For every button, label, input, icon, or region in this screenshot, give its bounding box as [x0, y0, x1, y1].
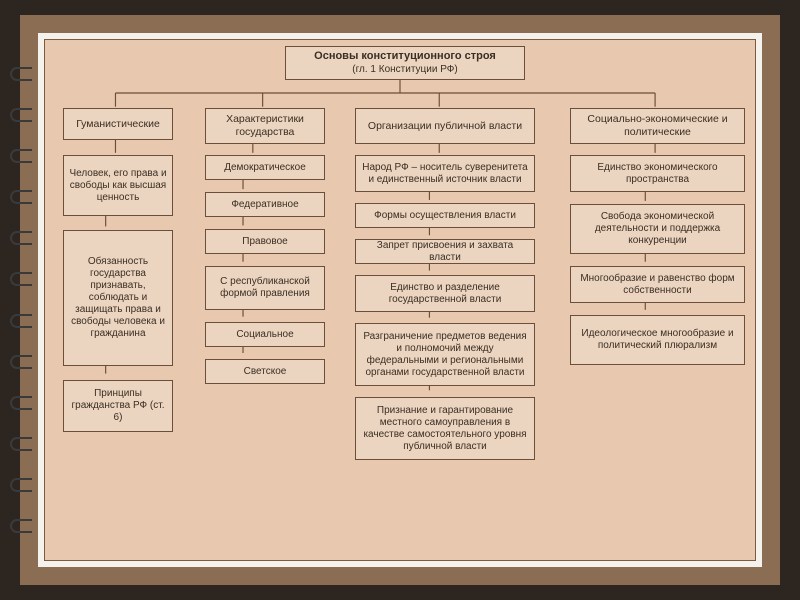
- node-text: Единство экономического пространства: [575, 162, 740, 186]
- node-text: Идеологическое многообразие и политическ…: [575, 328, 740, 352]
- col-header-label: Гуманистические: [76, 118, 160, 131]
- node-char-4: Социальное: [205, 322, 325, 347]
- node-pp-1: Формы осуществления власти: [355, 203, 535, 228]
- col-header-label: Характеристики государства: [210, 113, 320, 138]
- node-text: Запрет присвоения и захвата власти: [360, 240, 530, 264]
- slide-frame: Основы конституционного строя (гл. 1 Кон…: [20, 15, 780, 585]
- node-text: Человек, его права и свободы как высшая …: [68, 168, 168, 204]
- col-header-humanistic: Гуманистические: [63, 108, 173, 140]
- hierarchy-chart: Основы конституционного строя (гл. 1 Кон…: [44, 39, 756, 561]
- spiral-binding: [10, 33, 34, 567]
- node-text: Разграничение предметов ведения и полном…: [360, 331, 530, 379]
- col-header-characteristics: Характеристики государства: [205, 108, 325, 144]
- node-text: Признание и гарантирование местного само…: [360, 405, 530, 453]
- node-text: Социальное: [236, 329, 293, 341]
- node-text: Правовое: [242, 236, 287, 248]
- node-se-1: Свобода экономической деятельности и под…: [570, 204, 745, 254]
- node-text: Свобода экономической деятельности и под…: [575, 211, 740, 247]
- node-se-0: Единство экономического пространства: [570, 155, 745, 192]
- node-pp-2: Запрет присвоения и захвата власти: [355, 239, 535, 264]
- node-char-5: Светское: [205, 359, 325, 384]
- root-subtitle: (гл. 1 Конституции РФ): [352, 64, 457, 76]
- node-text: Демократическое: [224, 162, 306, 174]
- node-char-3: С республи­канской формой правления: [205, 266, 325, 310]
- root-title: Основы конституционного строя: [314, 50, 496, 63]
- node-text: Светское: [244, 366, 287, 378]
- node-humanistic-1: Обязанность государства признавать, собл…: [63, 230, 173, 366]
- node-text: Принципы гражданства РФ (ст. 6): [68, 388, 168, 424]
- node-pp-4: Разграничение предметов ведения и полном…: [355, 323, 535, 386]
- node-text: Федеративное: [231, 199, 298, 211]
- col-header-public-power: Организации публичной власти: [355, 108, 535, 144]
- node-text: Формы осуществления власти: [374, 210, 516, 222]
- node-char-2: Правовое: [205, 229, 325, 254]
- node-humanistic-2: Принципы гражданства РФ (ст. 6): [63, 380, 173, 432]
- node-text: С республи­канской формой правления: [210, 276, 320, 300]
- node-se-3: Идеологическое многообразие и политическ…: [570, 315, 745, 365]
- node-se-2: Многообразие и равенство форм собственно…: [570, 266, 745, 303]
- col-header-label: Организации публичной власти: [368, 120, 522, 133]
- node-text: Единство и разделение государственной вл…: [360, 282, 530, 306]
- node-text: Народ РФ – носитель суверенитета и единс…: [360, 162, 530, 186]
- col-header-label: Социально-экономические и политические: [575, 113, 740, 138]
- node-text: Многообразие и равенство форм собственно…: [575, 273, 740, 297]
- root-node: Основы конституционного строя (гл. 1 Кон…: [285, 46, 525, 80]
- node-pp-0: Народ РФ – носитель суверенитета и единс…: [355, 155, 535, 192]
- node-text: Обязанность государства признавать, собл…: [68, 256, 168, 340]
- node-pp-3: Единство и разделение государственной вл…: [355, 275, 535, 312]
- node-pp-5: Признание и гарантирование местного само…: [355, 397, 535, 460]
- node-char-0: Демократическое: [205, 155, 325, 180]
- node-humanistic-0: Человек, его права и свободы как высшая …: [63, 155, 173, 216]
- col-header-social-econ: Социально-экономические и политические: [570, 108, 745, 144]
- node-char-1: Федеративное: [205, 192, 325, 217]
